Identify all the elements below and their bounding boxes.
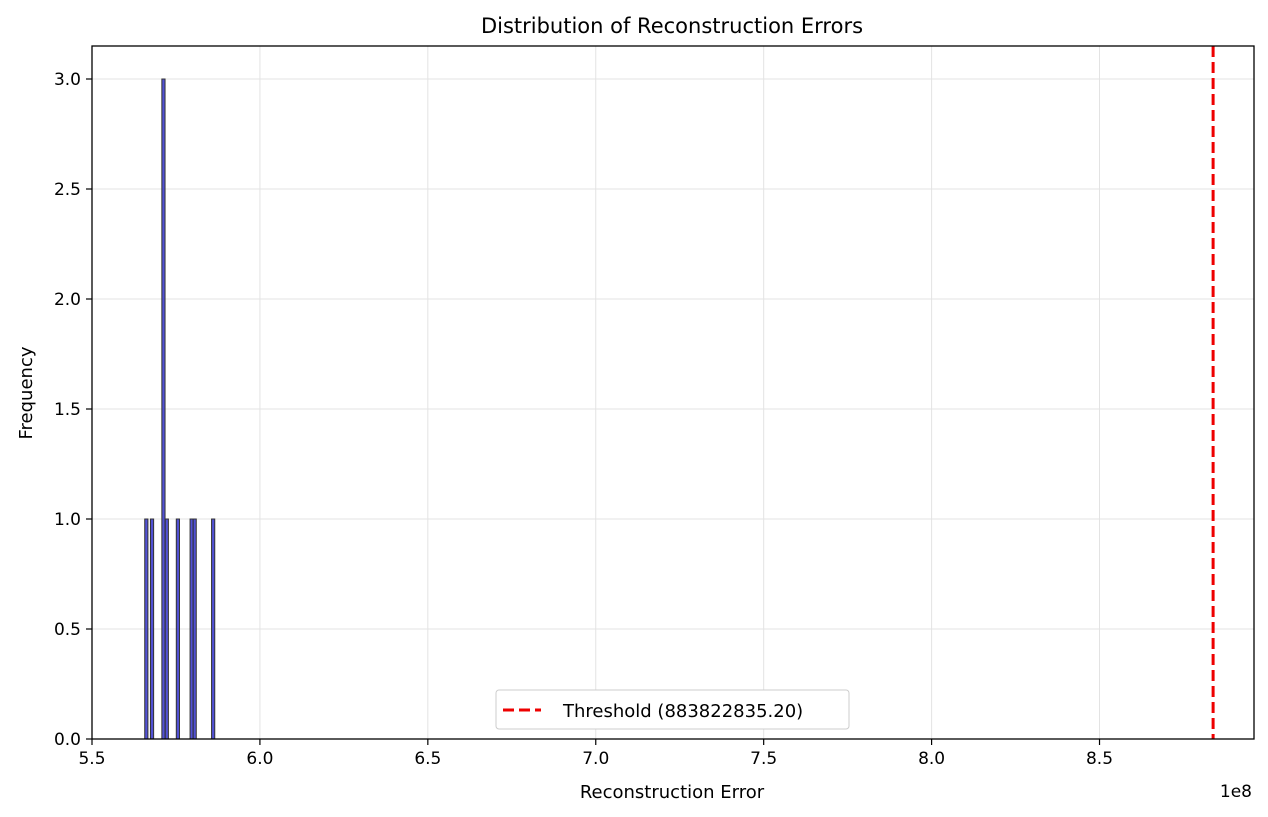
x-tick-label: 5.5 [78, 749, 105, 769]
histogram-bar [192, 518, 197, 740]
y-tick-label: 1.5 [54, 400, 81, 420]
legend-threshold-label: Threshold (883822835.20) [562, 701, 803, 722]
x-axis-label: Reconstruction Error [580, 782, 765, 803]
x-tick-label: 7.0 [582, 749, 609, 769]
histogram-bar [211, 518, 216, 740]
x-tick-label: 8.0 [918, 749, 945, 769]
histogram-bar [161, 78, 166, 740]
legend-box [495, 689, 850, 730]
y-tick-label: 0.0 [54, 730, 81, 750]
y-axis-label: Frequency [16, 346, 37, 439]
x-axis-ticks: 5.5 6.0 6.5 7.0 7.5 8.0 8.5 [78, 739, 1113, 769]
x-tick-label: 6.0 [246, 749, 273, 769]
histogram-bars [144, 78, 216, 740]
y-tick-label: 0.5 [54, 620, 81, 640]
x-axis-offset-label: 1e8 [1220, 782, 1252, 802]
plot-area-frame [91, 45, 1255, 740]
histogram-bar [149, 518, 155, 740]
grid-lines [91, 46, 1254, 740]
y-tick-label: 2.0 [54, 290, 81, 310]
y-axis-ticks: 0.0 0.5 1.0 1.5 2.0 2.5 3.0 [54, 70, 92, 750]
legend: Threshold (883822835.20) [495, 689, 850, 730]
x-tick-label: 7.5 [750, 749, 777, 769]
x-tick-label: 8.5 [1086, 749, 1113, 769]
chart-title: Distribution of Reconstruction Errors [481, 14, 863, 38]
histogram-bar [164, 518, 169, 740]
y-tick-label: 1.0 [54, 510, 81, 530]
y-tick-label: 3.0 [54, 70, 81, 90]
histogram-bar [175, 518, 180, 740]
histogram-bar [144, 518, 149, 740]
y-tick-label: 2.5 [54, 180, 81, 200]
x-tick-label: 6.5 [414, 749, 441, 769]
